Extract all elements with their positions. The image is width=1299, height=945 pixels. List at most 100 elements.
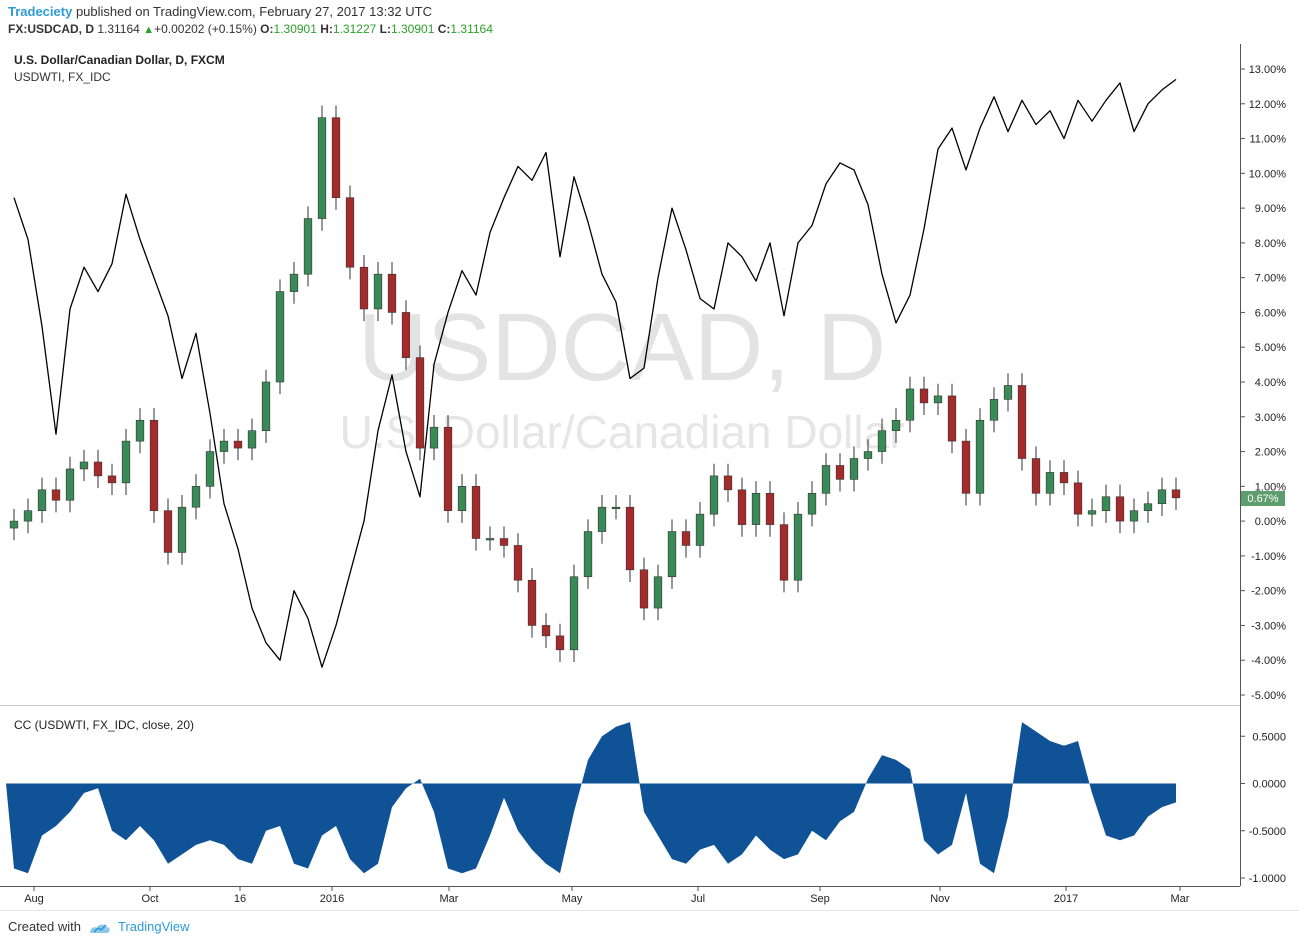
candle [737,477,747,537]
candle-body [23,510,33,522]
candle [317,105,327,231]
current-value-badge: 0.67% [1241,491,1285,506]
candle [471,474,481,551]
candle-body [961,440,971,494]
candle [303,206,313,287]
y-tick-label: 3.00% [1255,412,1286,424]
candle-body [191,486,201,508]
candle-body [1171,489,1181,499]
candle [541,613,551,649]
indicator-y-axis[interactable]: 0.5000 0.0000 -0.5000 -1.0000 [1240,731,1286,885]
tradingview-logo-icon[interactable] [88,920,112,936]
candle [569,564,579,662]
candle [135,408,145,454]
candle-body [611,506,621,510]
candle [485,526,495,551]
candle-body [37,489,47,511]
candle-body [695,513,705,546]
main-y-axis[interactable]: 13.00% 12.00% 11.00% 10.00% 9.00% 8.00% 7.00% 6… [1240,64,1286,702]
x-tick-label: Sep [810,893,830,905]
candle-body [905,388,915,421]
author-link[interactable]: Tradeciety [8,4,73,19]
candle [457,474,467,523]
candle [9,508,19,541]
candle-body [499,538,509,546]
time-axis[interactable]: Aug Oct 16 2016 Mar May Jul Sep Nov 2017 Mar [24,886,1190,905]
candle [331,105,341,210]
candle [443,415,453,523]
main-pane[interactable]: USDCAD, D U.S. Dollar/Canadian Dollar 13… [9,53,1286,702]
candle [233,428,243,461]
candle-body [1017,385,1027,459]
candle-body [821,465,831,494]
candle [681,519,691,558]
candle-body [1115,496,1125,522]
indicator-pane[interactable]: 0.5000 0.0000 -0.5000 -1.0000 CC (USDWTI, F… [0,705,1286,886]
open-value: 1.30901 [273,22,317,36]
candle-body [289,273,299,292]
x-tick-label: 16 [234,893,246,905]
candle [863,439,873,471]
candle [877,418,887,464]
candle-body [401,312,411,358]
candle-body [149,419,159,511]
candle [555,623,565,662]
candle-body [737,489,747,525]
y-tick-label: 2.00% [1255,447,1286,459]
x-tick-label: Oct [141,893,158,905]
candle [37,477,47,523]
candle-body [317,117,327,219]
tradingview-brand[interactable]: TradingView [118,919,190,934]
candle [163,498,173,565]
x-tick-label: Mar [440,893,459,905]
candle-body [1059,472,1069,484]
candle [205,439,215,499]
candle [513,533,523,593]
y-tick-label: 11.00% [1250,134,1287,146]
candle-body [471,486,481,539]
candle [975,408,985,506]
candle [709,463,719,527]
candle [1101,484,1111,523]
chart-canvas[interactable]: USDCAD, D U.S. Dollar/Canadian Dollar 13… [0,0,1299,910]
close-label: C: [437,22,451,36]
candle-body [863,451,873,459]
candle [289,262,299,304]
candle-body [275,291,285,383]
candle-body [555,635,565,651]
candle-body [877,430,887,452]
candle-body [163,510,173,553]
candle [345,185,355,280]
candle [93,449,103,489]
y-tick-label: 0.00% [1255,516,1286,528]
candle-body [849,458,859,480]
ohlc-line: FX:USDCAD, D 1.31164 ▲+0.00202 (+0.15%) … [8,22,493,36]
candle-body [639,569,649,609]
y-tick-label: 5.00% [1255,342,1286,354]
candle-body [569,576,579,651]
candle [919,376,929,416]
candle [387,262,397,325]
candle [247,418,257,461]
candle [835,453,845,492]
created-with-text: Created with [8,919,81,934]
x-tick-label: 2017 [1054,893,1078,905]
symbol-label[interactable]: FX:USDCAD, D [8,22,94,36]
candle-body [947,395,957,442]
candle-body [1101,496,1111,511]
watermark-name: U.S. Dollar/Canadian Dollar [339,406,904,458]
y-tick-label: -1.00% [1251,551,1286,563]
candle [107,463,117,496]
candle-body [1073,482,1083,515]
candle [79,449,89,482]
candle [639,557,649,621]
candle-body [989,399,999,421]
candle [1073,470,1083,527]
candle [793,501,803,593]
candle [261,369,271,443]
candle [891,408,901,443]
candle [219,428,229,464]
candle-body [107,475,117,484]
candle [121,428,131,496]
candle-body [121,440,131,484]
